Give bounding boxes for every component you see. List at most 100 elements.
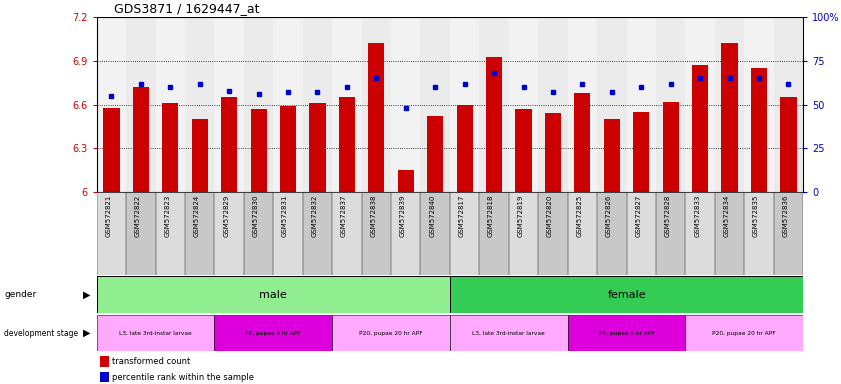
Bar bbox=[368, 43, 384, 192]
Bar bbox=[244, 192, 273, 275]
Text: GSM572839: GSM572839 bbox=[399, 194, 405, 237]
Bar bbox=[339, 98, 355, 192]
Bar bbox=[192, 119, 208, 192]
Bar bbox=[97, 192, 126, 275]
Text: P20, pupae 20 hr APF: P20, pupae 20 hr APF bbox=[712, 331, 776, 336]
Text: gender: gender bbox=[4, 290, 36, 299]
Bar bbox=[774, 192, 803, 275]
Text: female: female bbox=[607, 290, 646, 300]
Bar bbox=[214, 17, 244, 192]
Bar bbox=[780, 98, 796, 192]
Bar bbox=[774, 17, 803, 192]
Bar bbox=[244, 17, 273, 192]
Bar bbox=[214, 192, 244, 275]
Bar bbox=[309, 103, 325, 192]
Bar bbox=[692, 65, 708, 192]
Bar bbox=[751, 68, 767, 192]
Text: GSM572832: GSM572832 bbox=[311, 194, 317, 237]
Text: P6, pupae 6 hr APF: P6, pupae 6 hr APF bbox=[246, 331, 301, 336]
Bar bbox=[156, 192, 185, 275]
Bar bbox=[185, 192, 214, 275]
Bar bbox=[568, 17, 597, 192]
Bar bbox=[450, 315, 568, 351]
Bar bbox=[162, 103, 178, 192]
Bar bbox=[744, 192, 774, 275]
Text: GSM572831: GSM572831 bbox=[282, 194, 288, 237]
Bar bbox=[450, 192, 479, 275]
Bar bbox=[568, 192, 597, 275]
Bar bbox=[156, 17, 185, 192]
Bar bbox=[627, 192, 656, 275]
Bar bbox=[280, 106, 296, 192]
Bar bbox=[221, 98, 237, 192]
Text: GSM572822: GSM572822 bbox=[135, 194, 140, 237]
Text: GSM572817: GSM572817 bbox=[458, 194, 464, 237]
Bar bbox=[273, 17, 303, 192]
Bar bbox=[251, 109, 267, 192]
Bar bbox=[450, 17, 479, 192]
Bar bbox=[685, 17, 715, 192]
Text: male: male bbox=[260, 290, 287, 300]
Bar bbox=[633, 112, 649, 192]
Text: GSM572834: GSM572834 bbox=[723, 194, 729, 237]
Bar bbox=[303, 17, 332, 192]
Bar bbox=[715, 192, 744, 275]
Text: P20, pupae 20 hr APF: P20, pupae 20 hr APF bbox=[359, 331, 423, 336]
Bar bbox=[133, 87, 149, 192]
Bar bbox=[685, 315, 803, 351]
Bar bbox=[574, 93, 590, 192]
Bar bbox=[457, 105, 473, 192]
Text: GSM572828: GSM572828 bbox=[664, 194, 670, 237]
Text: GSM572824: GSM572824 bbox=[193, 194, 199, 237]
Bar bbox=[516, 109, 532, 192]
Bar bbox=[332, 192, 362, 275]
Bar bbox=[420, 17, 450, 192]
Text: GSM572835: GSM572835 bbox=[753, 194, 759, 237]
Bar bbox=[332, 315, 450, 351]
Text: GDS3871 / 1629447_at: GDS3871 / 1629447_at bbox=[114, 2, 259, 15]
Bar bbox=[744, 17, 774, 192]
Text: ▶: ▶ bbox=[83, 290, 90, 300]
Bar bbox=[97, 276, 450, 313]
Bar bbox=[604, 119, 620, 192]
Text: GSM572820: GSM572820 bbox=[547, 194, 553, 237]
Bar bbox=[509, 192, 538, 275]
Bar bbox=[273, 192, 303, 275]
Bar bbox=[398, 170, 414, 192]
Bar bbox=[420, 192, 450, 275]
Text: GSM572821: GSM572821 bbox=[105, 194, 111, 237]
Bar bbox=[627, 17, 656, 192]
Bar bbox=[450, 276, 803, 313]
Bar bbox=[100, 372, 108, 382]
Text: L3, late 3rd-instar larvae: L3, late 3rd-instar larvae bbox=[119, 331, 192, 336]
Bar bbox=[391, 17, 420, 192]
Bar bbox=[97, 17, 126, 192]
Bar bbox=[545, 113, 561, 192]
Bar bbox=[214, 315, 332, 351]
Bar bbox=[722, 43, 738, 192]
Bar bbox=[126, 192, 156, 275]
Bar bbox=[538, 192, 568, 275]
Text: transformed count: transformed count bbox=[112, 358, 191, 366]
Bar bbox=[685, 192, 715, 275]
Text: GSM572838: GSM572838 bbox=[370, 194, 376, 237]
Bar bbox=[103, 108, 119, 192]
Bar bbox=[362, 17, 391, 192]
Bar bbox=[656, 17, 685, 192]
Text: GSM572818: GSM572818 bbox=[488, 194, 494, 237]
Text: GSM572829: GSM572829 bbox=[223, 194, 229, 237]
Bar bbox=[303, 192, 332, 275]
Bar bbox=[479, 17, 509, 192]
Text: GSM572836: GSM572836 bbox=[782, 194, 788, 237]
Bar bbox=[362, 192, 391, 275]
Bar bbox=[715, 17, 744, 192]
Text: GSM572827: GSM572827 bbox=[635, 194, 641, 237]
Bar bbox=[656, 192, 685, 275]
Text: L3, late 3rd-instar larvae: L3, late 3rd-instar larvae bbox=[473, 331, 545, 336]
Bar bbox=[568, 315, 685, 351]
Text: GSM572823: GSM572823 bbox=[164, 194, 170, 237]
Bar bbox=[597, 192, 627, 275]
Text: development stage: development stage bbox=[4, 329, 78, 338]
Bar bbox=[597, 17, 627, 192]
Text: GSM572837: GSM572837 bbox=[341, 194, 346, 237]
